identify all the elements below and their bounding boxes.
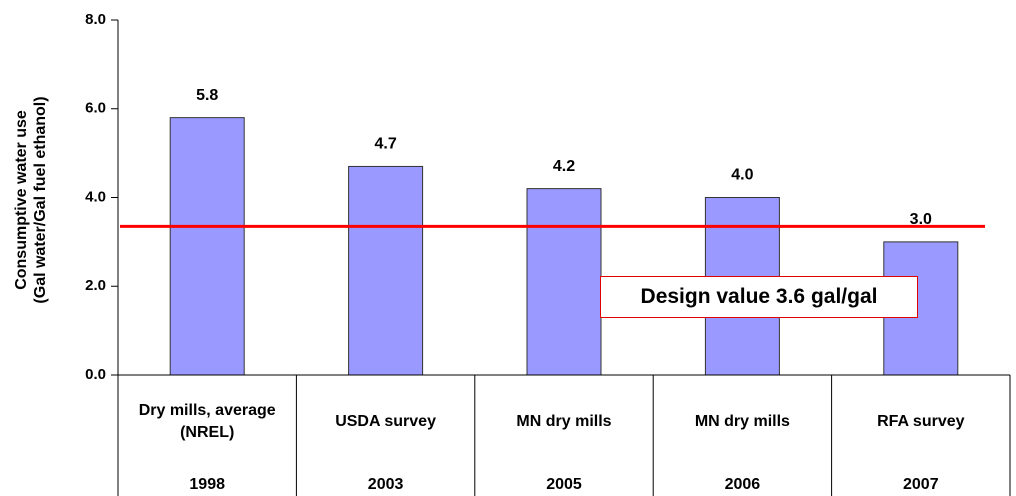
x-tick-label: MN dry mills [516,413,612,430]
data-label: 4.7 [374,136,396,153]
y-tick-label: 4.0 [85,188,106,205]
data-label: 4.0 [731,167,753,184]
x-group-label: 1998 [189,476,225,493]
y-tick-label: 2.0 [85,277,106,294]
y-tick-label: 8.0 [85,11,106,28]
x-tick-label: RFA survey [877,413,965,430]
data-label: 4.2 [553,158,575,175]
x-tick-label: MN dry mills [694,413,790,430]
bar [526,188,602,376]
y-tick-label: 6.0 [85,100,106,117]
y-axis-title: Consumptive water use [13,110,30,290]
y-axis-title: (Gal water/Gal fuel ethanol) [32,96,49,303]
x-group-label: 2007 [903,476,939,493]
annotation: Design value 3.6 gal/gal [600,276,918,318]
x-tick-label: Dry mills, average (NREL) [138,402,276,441]
y-tick-label: 0.0 [85,366,106,383]
data-label: 5.8 [196,87,218,104]
x-group-label: 2005 [546,476,582,493]
x-group-label: 2003 [368,476,404,493]
data-label: 3.0 [910,211,932,228]
bar [348,165,424,376]
x-group-label: 2006 [725,476,761,493]
x-tick-label: USDA survey [335,413,436,430]
bar [169,117,245,376]
